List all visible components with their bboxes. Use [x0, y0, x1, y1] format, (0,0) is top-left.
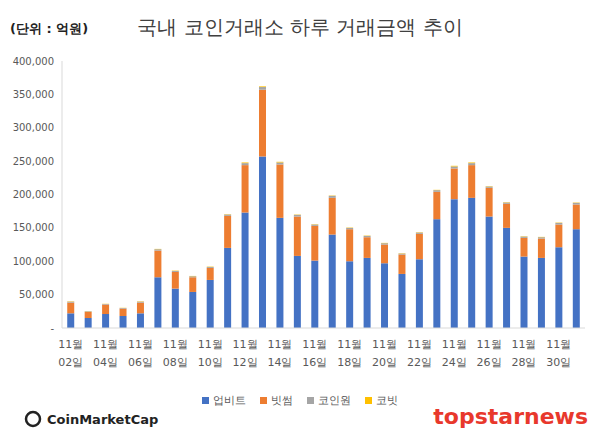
svg-text:11월20일: 11월20일 — [372, 338, 397, 369]
html-text:(단위 : 억원): (단위 : 억원) — [10, 21, 89, 36]
svg-text:11월30일: 11월30일 — [546, 338, 571, 369]
svg-text:350,000: 350,000 — [13, 89, 54, 100]
svg-text:11월12일: 11월12일 — [233, 338, 258, 369]
svg-text:300,000: 300,000 — [13, 122, 54, 133]
svg-text:11월16일: 11월16일 — [302, 338, 327, 369]
html-text:코인원: 코인원 — [318, 394, 351, 407]
svg-text:11월04일: 11월04일 — [93, 338, 118, 369]
html-text:빗썸: 빗썸 — [271, 394, 293, 407]
html-text:업비트: 업비트 — [213, 394, 246, 407]
svg-text:11월10일: 11월10일 — [198, 338, 223, 369]
svg-text:400,000: 400,000 — [13, 56, 54, 67]
svg-text:11월18일: 11월18일 — [337, 338, 362, 369]
svg-text:11월26일: 11월26일 — [477, 338, 502, 369]
svg-text:11월28일: 11월28일 — [511, 338, 536, 369]
svg-text:11월22일: 11월22일 — [407, 338, 432, 369]
svg-text:200,000: 200,000 — [13, 189, 54, 200]
html-text:CoinMarketCap: CoinMarketCap — [47, 411, 159, 427]
svg-text:100,000: 100,000 — [13, 256, 54, 267]
svg-text:11월08일: 11월08일 — [163, 338, 188, 369]
svg-text:250,000: 250,000 — [13, 156, 54, 167]
svg-text:50,000: 50,000 — [19, 289, 54, 300]
svg-text:-: - — [50, 323, 54, 334]
html-text:topstarnews: topstarnews — [433, 404, 588, 429]
svg-text:11월06일: 11월06일 — [128, 338, 153, 369]
svg-text:150,000: 150,000 — [13, 222, 54, 233]
svg-text:11월24일: 11월24일 — [442, 338, 467, 369]
svg-text:11월14일: 11월14일 — [267, 338, 292, 369]
svg-text:11월02일: 11월02일 — [58, 338, 83, 369]
html-text:국내 코인거래소 하루 거래금액 추이: 국내 코인거래소 하루 거래금액 추이 — [137, 15, 463, 39]
html-text:코빗: 코빗 — [376, 394, 398, 407]
